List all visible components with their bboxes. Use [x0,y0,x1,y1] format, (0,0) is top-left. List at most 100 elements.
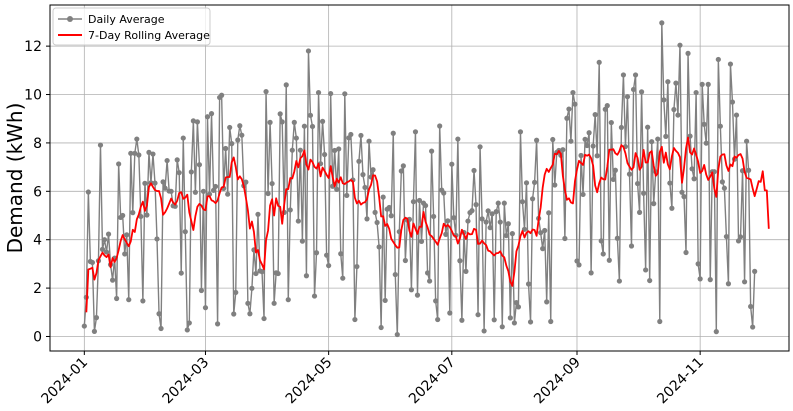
y-axis: 0 2 4 6 8 10 12 [24,39,50,345]
data-point [311,293,318,299]
data-point [176,170,182,176]
data-point [685,50,691,56]
data-point [324,252,330,258]
data-point [719,179,725,185]
data-point [214,321,221,327]
data-point [455,136,461,142]
data-point [542,227,548,234]
data-point [372,209,378,215]
data-point [647,277,653,284]
data-point [344,192,350,199]
data-point [725,281,732,287]
data-point [469,208,475,214]
data-point [661,97,667,103]
data-point [160,179,166,185]
data-point [683,249,689,256]
data-point [701,121,707,127]
data-point [418,238,425,244]
data-point [614,235,620,241]
data-point [534,137,540,143]
data-point [249,285,255,291]
data-point [340,275,346,281]
data-point [735,238,742,244]
data-point [552,182,558,188]
legend-daily-label: Daily Average [88,13,165,26]
data-point [675,112,681,118]
data-point [473,202,479,208]
data-point [576,262,582,268]
data-point [437,123,443,129]
data-point [182,229,188,235]
data-point [287,207,293,213]
data-point [443,231,449,237]
data-point [334,186,340,192]
data-point [580,191,586,198]
data-point [626,171,633,177]
data-point [124,232,130,238]
data-point [570,89,576,96]
data-point [85,189,91,195]
data-point [267,119,273,125]
data-point [289,147,295,153]
data-point [338,251,344,257]
data-point [632,72,639,78]
data-point [342,91,348,97]
data-point [402,257,408,264]
data-point [519,199,526,205]
data-point [269,180,275,187]
data-point [612,167,618,173]
data-point [328,90,334,97]
data-point [723,233,730,240]
data-point [741,279,748,285]
data-point [114,295,120,302]
data-point [204,114,211,120]
data-point [463,268,469,274]
data-point [643,267,649,273]
y-tick-label: 10 [24,88,42,104]
y-tick-label: 12 [24,39,42,55]
data-point [693,89,699,96]
data-point [210,187,217,193]
data-point [721,185,727,191]
data-point [667,180,673,186]
data-point [225,191,231,197]
data-point [275,270,281,277]
data-point [641,190,647,196]
data-point [202,305,209,311]
data-point [265,190,271,197]
data-point [382,297,388,304]
data-point [715,56,721,63]
data-point [465,218,471,224]
data-point [503,232,509,239]
data-point [229,141,235,147]
data-point [414,292,421,298]
data-point [99,246,106,252]
data-point [737,234,744,240]
data-point [540,246,546,252]
data-point [315,89,322,96]
data-point [390,130,396,136]
data-point [172,203,178,209]
y-axis-label: Demand (kWh) [3,103,27,254]
data-point [208,111,215,117]
data-point [152,180,158,186]
data-point [471,167,477,174]
y-tick-label: 4 [33,233,42,249]
data-point [136,152,142,158]
data-point [727,61,734,67]
data-point [128,150,134,156]
data-point [186,320,192,326]
data-point [146,149,152,155]
data-point [89,259,95,266]
data-point [243,179,249,185]
data-point [592,112,598,118]
data-point [231,311,237,317]
data-point [194,119,200,125]
data-point [548,318,554,325]
data-point [671,106,677,113]
data-point [354,263,360,270]
data-point [485,208,491,214]
data-point [394,331,400,338]
data-point [303,273,310,279]
data-point [239,132,245,138]
